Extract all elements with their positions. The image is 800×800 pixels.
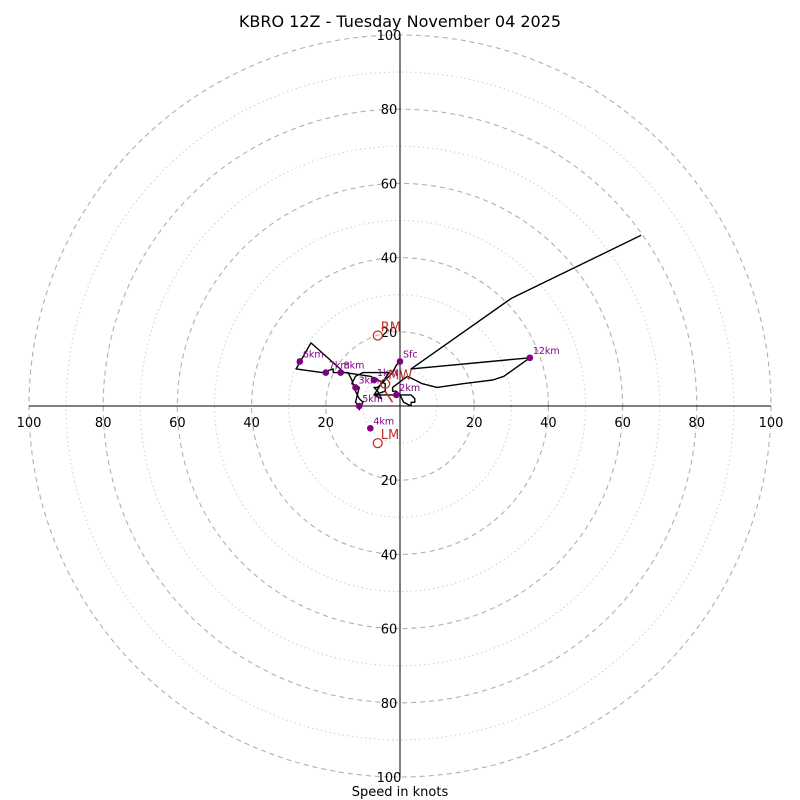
y-tick-bottom-20: 20 <box>381 474 398 489</box>
height-marker-1km <box>370 376 378 384</box>
wind-trace <box>295 234 642 411</box>
height-marker-7km <box>322 369 330 376</box>
axes <box>29 35 771 777</box>
height-marker-5km <box>355 402 363 410</box>
storm-motion-mw-label: MW <box>388 369 412 384</box>
chart-title: KBRO 12Z - Tuesday November 04 2025 <box>239 12 561 31</box>
y-tick-top-80: 80 <box>381 103 398 118</box>
x-tick-left-20: 20 <box>318 416 335 431</box>
storm-motion-rm-marker <box>372 330 383 341</box>
height-marker-8km <box>337 369 344 376</box>
storm-motion-lm-label: LM <box>381 428 399 443</box>
x-tick-right-20: 20 <box>466 416 483 431</box>
height-label-sfc: Sfc <box>403 349 418 360</box>
x-tick-right-100: 100 <box>759 416 784 431</box>
storm-motions: RM LM MW <box>372 321 412 449</box>
height-label-8km: 8km <box>344 361 365 372</box>
height-label-2km: 2km <box>399 383 420 394</box>
height-marker-2km <box>392 391 400 399</box>
mean-shear <box>384 390 394 403</box>
height-label-4km: 4km <box>373 416 394 427</box>
height-label-6km: 6km <box>303 349 324 360</box>
x-tick-right-60: 60 <box>614 416 631 431</box>
height-marker-3km <box>352 384 359 391</box>
y-tick-bottom-60: 60 <box>381 623 398 638</box>
height-label-3km: 3km <box>358 375 379 386</box>
tick-labels: 20 20 20 20 40 40 40 40 60 60 60 60 80 80 80 80 100 100 10… <box>17 29 784 786</box>
height-label-5km: 5km <box>362 394 383 405</box>
y-tick-top-20: 20 <box>381 326 398 341</box>
height-marker-4km <box>367 424 374 432</box>
hodograph-trace <box>295 234 642 411</box>
x-tick-left-100: 100 <box>17 416 42 431</box>
height-marker-sfc <box>396 358 404 365</box>
x-axis-label: Speed in knots <box>352 785 449 800</box>
y-tick-top-60: 60 <box>381 177 398 192</box>
y-tick-bottom-100: 100 <box>377 771 402 786</box>
storm-motion-rm-label: RM <box>381 321 401 336</box>
storm-motion-mw-marker <box>380 378 391 389</box>
x-tick-left-60: 60 <box>169 416 186 431</box>
height-label-1km: 1km <box>377 368 398 379</box>
height-label-12km: 12km <box>533 346 560 357</box>
x-tick-right-40: 40 <box>540 416 557 431</box>
height-marker-6km <box>296 358 304 365</box>
storm-motion-lm-marker <box>372 437 383 449</box>
height-marker-12km <box>526 354 534 362</box>
mean-shear-arrow <box>384 390 394 403</box>
x-tick-right-80: 80 <box>689 416 706 431</box>
height-label-7km: 7km <box>329 361 350 372</box>
y-tick-bottom-40: 40 <box>381 548 398 563</box>
y-tick-bottom-80: 80 <box>381 697 398 712</box>
y-tick-top-40: 40 <box>381 252 398 267</box>
x-tick-left-40: 40 <box>243 416 260 431</box>
y-tick-top-100: 100 <box>377 29 402 44</box>
x-tick-left-80: 80 <box>95 416 112 431</box>
